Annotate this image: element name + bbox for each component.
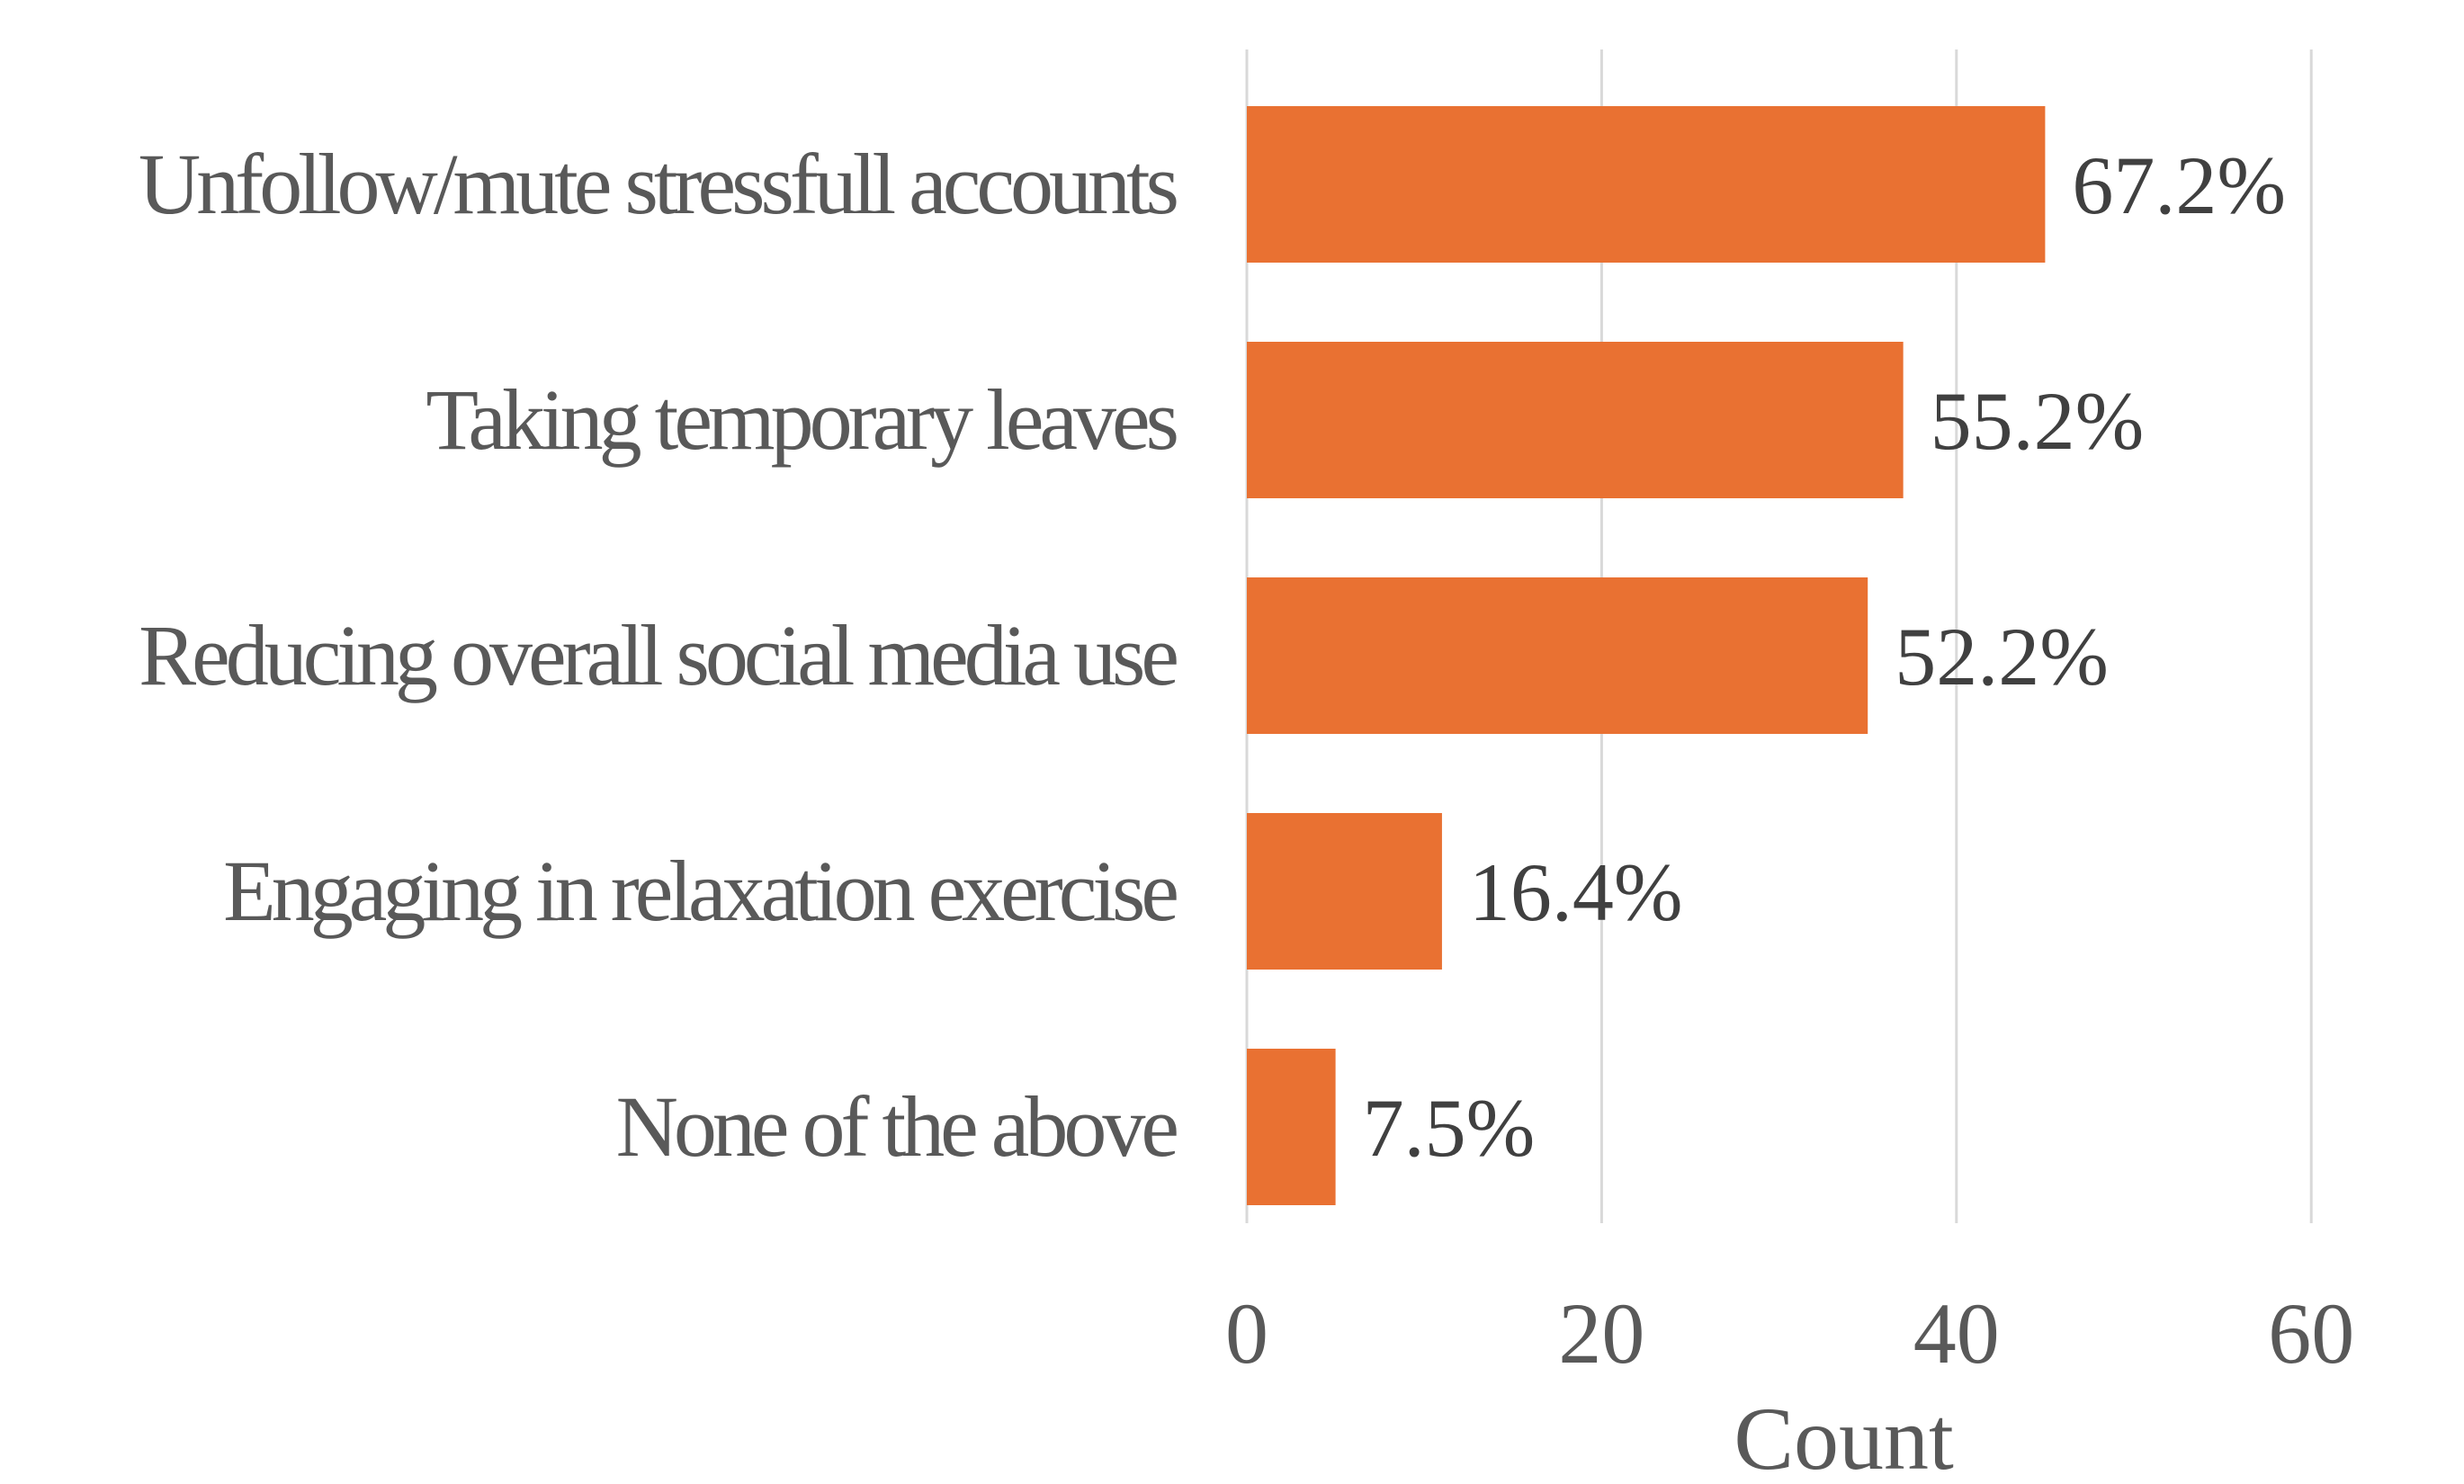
x-tick-label-40: 40 bbox=[1913, 1285, 2000, 1381]
category-label-2: Reducing overall social media use bbox=[139, 607, 1177, 703]
bar-2 bbox=[1247, 577, 1868, 734]
bar-0 bbox=[1247, 106, 2046, 263]
category-label-0: Unfollow/mute stressfull accounts bbox=[139, 136, 1177, 232]
bar-4 bbox=[1247, 1049, 1336, 1205]
x-tick-label-20: 20 bbox=[1558, 1285, 1644, 1381]
category-labels: Unfollow/mute stressfull accounts Taking … bbox=[139, 136, 1181, 1175]
bar-3 bbox=[1247, 813, 1442, 970]
category-label-1: Taking temporary leaves bbox=[426, 371, 1176, 468]
data-label-0: 67.2% bbox=[2072, 139, 2286, 231]
data-label-3: 16.4% bbox=[1469, 846, 1683, 938]
x-axis-ticks: 0 20 40 60 bbox=[1225, 1285, 2354, 1381]
category-label-4: None of the above bbox=[616, 1078, 1178, 1175]
bars bbox=[1247, 106, 2046, 1205]
data-label-4: 7.5% bbox=[1363, 1082, 1536, 1174]
x-axis-title: Count bbox=[1734, 1389, 1954, 1484]
data-label-1: 55.2% bbox=[1931, 375, 2145, 467]
bar-1 bbox=[1247, 342, 1904, 498]
x-tick-label-60: 60 bbox=[2268, 1285, 2354, 1381]
data-label-2: 52.2% bbox=[1895, 611, 2109, 702]
data-labels: 67.2% 55.2% 52.2% 16.4% 7.5% bbox=[1363, 139, 2286, 1174]
x-tick-label-0: 0 bbox=[1225, 1285, 1268, 1381]
category-label-3: Engaging in relaxation exercise bbox=[223, 843, 1177, 939]
